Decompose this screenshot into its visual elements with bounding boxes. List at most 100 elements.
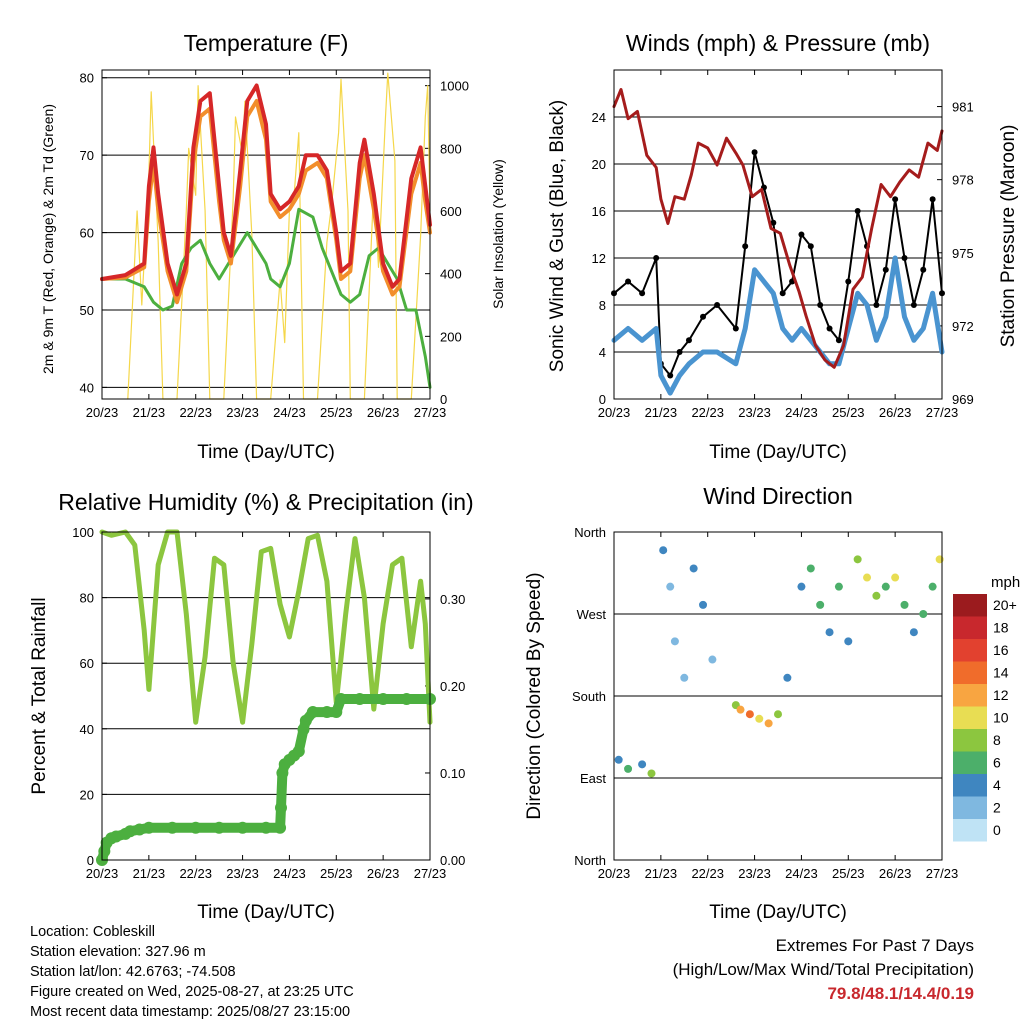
speed-legend-swatch bbox=[953, 774, 987, 797]
temperature-xtick-label: 25/23 bbox=[320, 405, 353, 420]
speed-legend-label: 12 bbox=[993, 687, 1009, 703]
humidity-xtick-label: 26/23 bbox=[367, 866, 400, 881]
temperature-y2tick-label: 400 bbox=[440, 267, 462, 282]
wind-y2tick-label: 978 bbox=[952, 173, 974, 188]
humidity-xtick-label: 25/23 bbox=[320, 866, 353, 881]
temperature-xtick-label: 22/23 bbox=[179, 405, 212, 420]
direction-xtick-label: 20/23 bbox=[598, 866, 631, 881]
sonic-wind-line bbox=[611, 255, 945, 396]
wind-xtick-label: 24/23 bbox=[785, 405, 818, 420]
temperature-xtick-label: 24/23 bbox=[273, 405, 306, 420]
speed-legend-label: 10 bbox=[993, 710, 1009, 726]
humidity-y2tick-label: 0.00 bbox=[440, 853, 465, 868]
extremes-summary: Extremes For Past 7 Days (High/Low/Max W… bbox=[673, 934, 974, 1006]
gust-line bbox=[613, 151, 943, 377]
direction-point bbox=[736, 705, 745, 714]
speed-legend-label: 2 bbox=[993, 800, 1001, 816]
direction-ylabel: Direction (Colored By Speed) bbox=[524, 572, 545, 819]
wind-frame bbox=[613, 69, 943, 400]
direction-point bbox=[638, 760, 647, 769]
temperature-ytick-label: 60 bbox=[80, 226, 94, 241]
speed-legend-label: 14 bbox=[993, 665, 1009, 681]
temperature-2m-line bbox=[100, 83, 432, 297]
humidity-ylabel: Percent & Total Rainfall bbox=[29, 597, 50, 794]
humidity-ytick-label: 60 bbox=[80, 656, 94, 671]
direction-point bbox=[755, 714, 764, 723]
wind-ylabel: Sonic Wind & Gust (Blue, Black) bbox=[547, 100, 568, 372]
direction-point bbox=[659, 546, 668, 555]
temperature-xtick-label: 27/23 bbox=[414, 405, 447, 420]
temperature-xtick-label: 20/23 bbox=[86, 405, 119, 420]
direction-point bbox=[680, 673, 689, 682]
direction-point bbox=[689, 564, 698, 573]
wind-xtick-label: 22/23 bbox=[691, 405, 724, 420]
wind-xtick-label: 23/23 bbox=[738, 405, 771, 420]
speed-legend-label: 4 bbox=[993, 777, 1001, 793]
direction-point bbox=[666, 582, 675, 591]
temperature-ytick-label: 70 bbox=[80, 148, 94, 163]
wind-ytick-label: 12 bbox=[592, 251, 606, 266]
direction-ytick-label: South bbox=[572, 689, 606, 704]
direction-xtick-label: 22/23 bbox=[691, 866, 724, 881]
direction-xtick-label: 26/23 bbox=[879, 866, 912, 881]
wind-ytick-label: 24 bbox=[592, 110, 606, 125]
direction-point bbox=[825, 628, 834, 637]
humidity-xlabel: Time (Day/UTC) bbox=[197, 902, 335, 923]
recent-timestamp: Most recent data timestamp: 2025/08/27 2… bbox=[30, 1004, 351, 1020]
extremes-description: (High/Low/Max Wind/Total Precipitation) bbox=[672, 960, 974, 979]
direction-point bbox=[853, 555, 862, 564]
direction-point bbox=[614, 755, 623, 764]
humidity-frame bbox=[101, 531, 431, 861]
direction-frame bbox=[613, 531, 943, 861]
wind-y2tick-label: 981 bbox=[952, 100, 974, 115]
direction-point bbox=[834, 582, 843, 591]
speed-legend-label: 8 bbox=[993, 732, 1001, 748]
temperature-title: Temperature (F) bbox=[184, 30, 349, 56]
temperature-y2tick-label: 200 bbox=[440, 329, 462, 344]
temperature-y2tick-label: 1000 bbox=[440, 79, 469, 94]
speed-legend-swatch bbox=[953, 639, 987, 662]
wind-y2tick-label: 972 bbox=[952, 319, 974, 334]
humidity-xtick-label: 23/23 bbox=[226, 866, 259, 881]
direction-ytick-label: North bbox=[574, 853, 606, 868]
precipitation-line bbox=[97, 694, 435, 865]
humidity-ytick-label: 0 bbox=[87, 853, 94, 868]
direction-point bbox=[797, 582, 806, 591]
direction-point bbox=[872, 591, 881, 600]
speed-legend-swatch bbox=[953, 684, 987, 707]
temperature-y2tick-label: 600 bbox=[440, 204, 462, 219]
direction-point bbox=[774, 710, 782, 719]
direction-point bbox=[764, 719, 773, 728]
wind-y2tick-label: 969 bbox=[952, 392, 974, 407]
solar-insolation-line bbox=[127, 72, 431, 400]
direction-xtick-label: 23/23 bbox=[738, 866, 771, 881]
wind-xtick-label: 26/23 bbox=[879, 405, 912, 420]
direction-point bbox=[909, 628, 918, 637]
direction-point bbox=[900, 600, 909, 609]
direction-xtick-label: 24/23 bbox=[785, 866, 818, 881]
humidity-xtick-label: 24/23 bbox=[273, 866, 306, 881]
direction-point bbox=[745, 710, 754, 719]
station-info: Location: Cobleskill Station elevation: … bbox=[30, 922, 354, 1022]
direction-point bbox=[816, 600, 825, 609]
wind-xtick-label: 25/23 bbox=[832, 405, 865, 420]
direction-point bbox=[670, 637, 679, 646]
temperature-ytick-label: 40 bbox=[80, 380, 94, 395]
direction-point bbox=[881, 582, 890, 591]
speed-legend-swatch bbox=[953, 706, 987, 729]
temperature-xlabel: Time (Day/UTC) bbox=[197, 442, 335, 463]
speed-legend-label: 18 bbox=[993, 620, 1009, 636]
direction-xlabel: Time (Day/UTC) bbox=[709, 902, 847, 923]
humidity-ytick-label: 40 bbox=[80, 722, 94, 737]
station-elevation: Station elevation: 327.96 m bbox=[30, 944, 206, 960]
humidity-ytick-label: 100 bbox=[72, 525, 94, 540]
humidity-y2tick-label: 0.10 bbox=[440, 766, 465, 781]
wind-y2label: Station Pressure (Maroon) bbox=[998, 125, 1019, 348]
temperature-ytick-label: 80 bbox=[80, 71, 94, 86]
humidity-ytick-label: 20 bbox=[80, 787, 94, 802]
wind-ytick-label: 4 bbox=[599, 345, 606, 360]
direction-title: Wind Direction bbox=[703, 483, 853, 509]
wind-xtick-label: 21/23 bbox=[645, 405, 678, 420]
speed-legend-label: 16 bbox=[993, 642, 1009, 658]
